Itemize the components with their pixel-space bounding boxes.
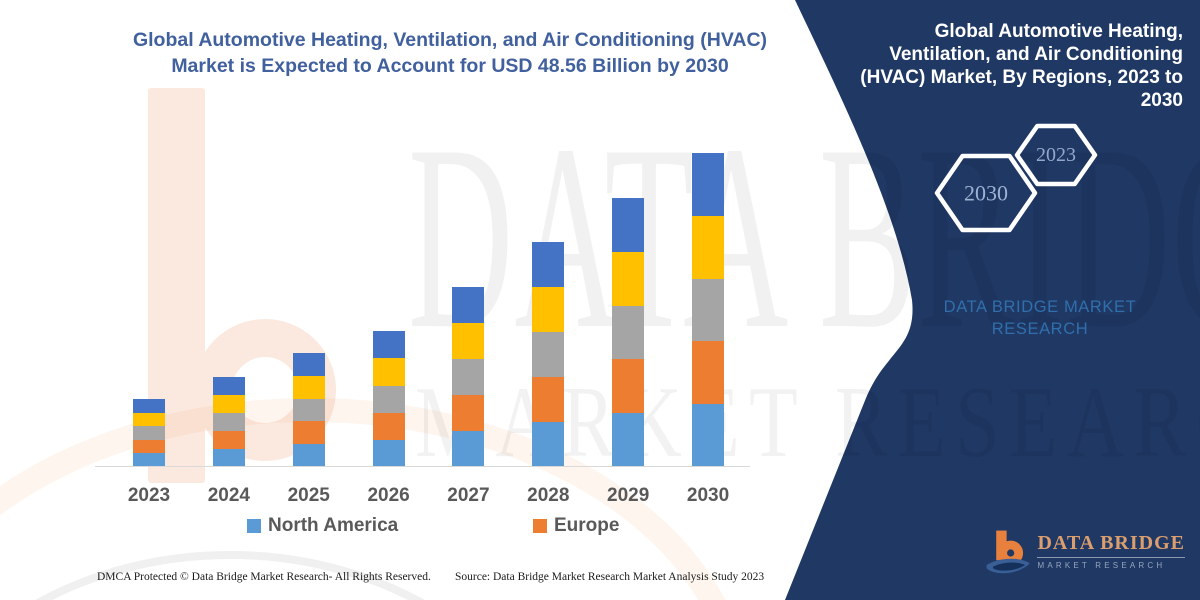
bar-segment-2026-(unlabeled region - dark blue) <box>372 331 405 359</box>
bar-segment-2030-North America <box>692 404 725 467</box>
databridge-logo-icon <box>986 530 1030 574</box>
bar-segment-2024-(unlabeled region - yellow) <box>212 395 245 414</box>
footer-source-text: Source: Data Bridge Market Research Mark… <box>455 571 765 583</box>
panel-title-line2: Ventilation, and Air Conditioning <box>889 44 1183 65</box>
bar-segment-2025-(unlabeled region - dark blue) <box>292 353 325 376</box>
bar-2023 <box>133 399 165 467</box>
watermark-gray-arc <box>35 551 425 600</box>
bar-2029 <box>612 198 645 467</box>
bar-segment-2023-(unlabeled region - gray) <box>133 426 165 440</box>
hexagon-2030-outline <box>934 153 1038 233</box>
plot-area <box>95 149 755 467</box>
panel-title-line1: Global Automotive Heating, <box>934 21 1183 42</box>
databridge-logo-text: DATA BRIDGE MARKET RESEARCH <box>1037 532 1185 570</box>
legend-item-north-america: North America <box>247 515 398 537</box>
bar-segment-2023-North America <box>133 453 165 467</box>
chart-title-line1: Global Automotive Heating, Ventilation, … <box>132 29 768 51</box>
bar-segment-2025-Europe <box>292 421 325 445</box>
bar-segment-2023-Europe <box>133 439 165 454</box>
bar-segment-2024-Europe <box>212 431 245 449</box>
bar-segment-2030-(unlabeled region - gray) <box>692 278 725 342</box>
bar-segment-2027-(unlabeled region - yellow) <box>452 323 485 360</box>
panel-title-line3: (HVAC) Market, By Regions, 2023 to <box>860 67 1183 88</box>
logo-swoosh-inner <box>993 562 1026 571</box>
panel-brand-text: DATA BRIDGE MARKET RESEARCH <box>930 296 1150 340</box>
bar-segment-2023-(unlabeled region - yellow) <box>133 412 165 427</box>
bar-segment-2029-Europe <box>612 359 645 414</box>
bar-segment-2026-(unlabeled region - gray) <box>372 385 405 413</box>
bar-segment-2030-(unlabeled region - dark blue) <box>692 153 725 216</box>
bar-2026 <box>372 331 405 467</box>
bar-segment-2028-(unlabeled region - yellow) <box>532 286 565 332</box>
bar-2024 <box>212 377 245 467</box>
panel-title-line4: 2030 <box>1140 90 1183 111</box>
bar-segment-2025-(unlabeled region - yellow) <box>292 375 325 399</box>
x-axis-line <box>95 466 750 467</box>
bar-segment-2023-(unlabeled region - dark blue) <box>133 399 165 413</box>
bar-segment-2029-(unlabeled region - dark blue) <box>612 198 645 252</box>
watermark-b-stem <box>148 88 205 483</box>
bar-segment-2024-North America <box>212 449 245 467</box>
panel-title: Global Automotive Heating, Ventilation, … <box>813 20 1183 112</box>
bar-segment-2029-North America <box>612 413 645 467</box>
bar-2028 <box>532 241 565 467</box>
bar-2030 <box>692 153 725 467</box>
bar-2025 <box>292 353 325 467</box>
chart-title-line2: Market is Expected to Account for USD 48… <box>171 55 729 77</box>
legend-label-europe: Europe <box>554 515 620 536</box>
bar-segment-2024-(unlabeled region - dark blue) <box>212 377 245 396</box>
legend-swatch-europe <box>533 519 547 533</box>
bar-segment-2025-(unlabeled region - gray) <box>292 398 325 422</box>
panel-brand-line2: RESEARCH <box>991 320 1089 338</box>
bar-2027 <box>452 287 485 467</box>
footer-dmca-text: DMCA Protected © Data Bridge Market Rese… <box>97 571 431 583</box>
legend-item-europe: Europe <box>533 515 619 537</box>
bar-segment-2024-(unlabeled region - gray) <box>212 413 245 432</box>
logo-subtitle: MARKET RESEARCH <box>1037 561 1166 570</box>
bar-segment-2029-(unlabeled region - gray) <box>612 305 645 360</box>
logo-b-bowl <box>998 540 1024 566</box>
bar-segment-2028-(unlabeled region - dark blue) <box>532 241 565 287</box>
legend-label-north-america: North America <box>268 515 399 536</box>
hexagon-2023-label: 2023 <box>1036 144 1076 166</box>
hexagon-2030-label: 2030 <box>964 181 1008 206</box>
legend-swatch-north-america <box>247 519 261 533</box>
bar-segment-2028-(unlabeled region - gray) <box>532 331 565 377</box>
bar-segment-2028-Europe <box>532 376 565 422</box>
bar-segment-2027-(unlabeled region - gray) <box>452 359 485 396</box>
logo-title: DATA BRIDGE <box>1037 532 1185 558</box>
bar-segment-2027-Europe <box>452 395 485 431</box>
panel-brand-line1: DATA BRIDGE MARKET <box>943 298 1137 316</box>
legend: North America Europe <box>0 515 760 539</box>
bar-segment-2029-(unlabeled region - yellow) <box>612 251 645 306</box>
bar-segment-2026-North America <box>372 439 405 467</box>
year-hexagons: 2030 2023 <box>934 123 1098 233</box>
bar-segment-2026-Europe <box>372 412 405 440</box>
hexagon-2023-outline <box>1014 123 1098 187</box>
bar-segment-2030-Europe <box>692 341 725 405</box>
bar-segment-2027-North America <box>452 431 485 467</box>
bar-segment-2028-North America <box>532 421 565 467</box>
right-panel-background <box>785 0 1200 600</box>
bar-segment-2030-(unlabeled region - yellow) <box>692 215 725 279</box>
chart-title: Global Automotive Heating, Ventilation, … <box>30 27 870 79</box>
bar-segment-2025-North America <box>292 444 325 467</box>
bar-segment-2027-(unlabeled region - dark blue) <box>452 287 485 324</box>
bar-segment-2026-(unlabeled region - yellow) <box>372 358 405 386</box>
databridge-logo: DATA BRIDGE MARKET RESEARCH <box>985 522 1185 586</box>
